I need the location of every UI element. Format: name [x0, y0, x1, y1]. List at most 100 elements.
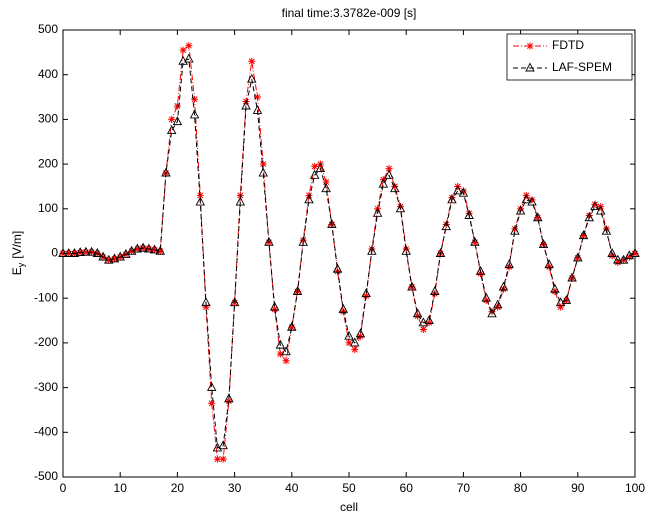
triangle-marker	[515, 205, 526, 215]
triangle-marker	[452, 185, 463, 195]
triangle-marker	[189, 109, 200, 119]
star-marker	[465, 209, 473, 217]
triangle-marker	[161, 167, 171, 177]
star-marker	[208, 399, 216, 407]
star-marker	[82, 248, 90, 256]
triangle-marker	[201, 297, 211, 307]
triangle-marker	[401, 245, 411, 255]
triangle-marker	[613, 254, 623, 264]
x-axis-label: cell	[340, 500, 358, 514]
star-marker	[602, 225, 610, 233]
triangle-marker	[567, 272, 577, 282]
triangle-marker	[218, 440, 228, 450]
triangle-marker	[252, 105, 263, 114]
triangle-marker	[367, 245, 377, 255]
star-marker	[110, 255, 118, 263]
triangle-marker	[195, 196, 206, 206]
triangle-marker	[504, 259, 514, 269]
triangle-marker	[321, 183, 331, 193]
chart-title: final time:3.3782e-009 [s]	[282, 6, 417, 20]
star-marker	[585, 212, 593, 220]
triangle-marker	[212, 442, 223, 452]
star-marker	[517, 205, 525, 213]
triangle-marker	[538, 239, 549, 249]
star-marker	[448, 194, 456, 202]
star-marker	[591, 200, 599, 208]
triangle-marker	[630, 248, 640, 257]
triangle-marker	[98, 251, 108, 261]
triangle-marker	[475, 265, 486, 275]
star-marker	[213, 455, 221, 463]
y-tick-label: -400	[34, 424, 58, 438]
triangle-marker	[447, 194, 457, 204]
triangle-marker	[298, 236, 308, 246]
triangle-marker	[264, 236, 274, 246]
triangle-marker	[229, 297, 240, 307]
triangle-marker	[144, 243, 154, 253]
star-marker	[168, 115, 176, 123]
triangle-marker	[258, 167, 268, 177]
star-marker	[179, 46, 187, 54]
x-tick-label: 80	[514, 481, 528, 495]
triangle-marker	[521, 194, 532, 204]
star-marker	[133, 245, 141, 253]
star-marker	[105, 256, 113, 264]
triangle-marker	[372, 207, 383, 217]
x-tick-label: 20	[171, 481, 185, 495]
star-marker	[299, 236, 307, 244]
star-marker	[580, 232, 588, 240]
triangle-marker	[601, 225, 612, 235]
triangle-marker	[578, 230, 589, 240]
triangle-marker	[292, 286, 303, 295]
x-tick-label: 100	[625, 481, 645, 495]
y-tick-label: 500	[38, 22, 58, 36]
star-marker	[631, 250, 639, 257]
triangle-marker	[126, 245, 137, 255]
star-marker	[156, 247, 164, 255]
y-tick-label: -300	[34, 380, 58, 394]
star-marker	[425, 319, 433, 327]
star-marker	[259, 160, 267, 168]
triangle-marker	[344, 330, 354, 340]
star-marker	[419, 325, 427, 333]
triangle-marker	[81, 246, 91, 256]
triangle-marker	[590, 201, 600, 211]
triangle-marker	[618, 254, 629, 264]
triangle-marker	[487, 308, 497, 318]
triangle-marker	[607, 248, 617, 257]
triangle-marker	[247, 73, 257, 83]
triangle-marker	[269, 301, 280, 311]
triangle-marker	[510, 225, 520, 235]
triangle-marker	[172, 116, 183, 126]
x-tick-label: 60	[400, 481, 414, 495]
triangle-marker	[555, 297, 566, 307]
triangle-marker	[527, 196, 537, 206]
star-marker	[396, 203, 404, 211]
y-tick-label: -500	[34, 469, 58, 483]
star-marker	[196, 191, 204, 199]
triangle-marker	[378, 178, 389, 188]
x-tick-label: 50	[342, 481, 356, 495]
triangle-marker	[470, 236, 480, 246]
triangle-marker	[533, 212, 543, 222]
y-tick-label: 200	[38, 156, 58, 170]
star-marker	[225, 397, 233, 405]
triangle-marker	[304, 194, 314, 204]
star-marker	[311, 162, 319, 170]
triangle-marker	[355, 328, 366, 338]
y-tick-label: 300	[38, 112, 58, 126]
triangle-marker	[86, 246, 97, 256]
triangle-marker	[525, 62, 535, 72]
star-marker	[545, 263, 553, 271]
triangle-marker	[418, 317, 429, 327]
triangle-marker	[132, 243, 143, 253]
star-marker	[557, 303, 565, 311]
triangle-marker	[561, 294, 572, 304]
star-marker	[614, 258, 622, 266]
star-marker	[414, 312, 422, 320]
triangle-marker	[149, 244, 160, 254]
y-axis-label: Ey [V/m]	[10, 231, 26, 276]
triangle-marker	[309, 169, 320, 179]
star-marker	[625, 253, 633, 261]
triangle-marker	[63, 248, 74, 257]
